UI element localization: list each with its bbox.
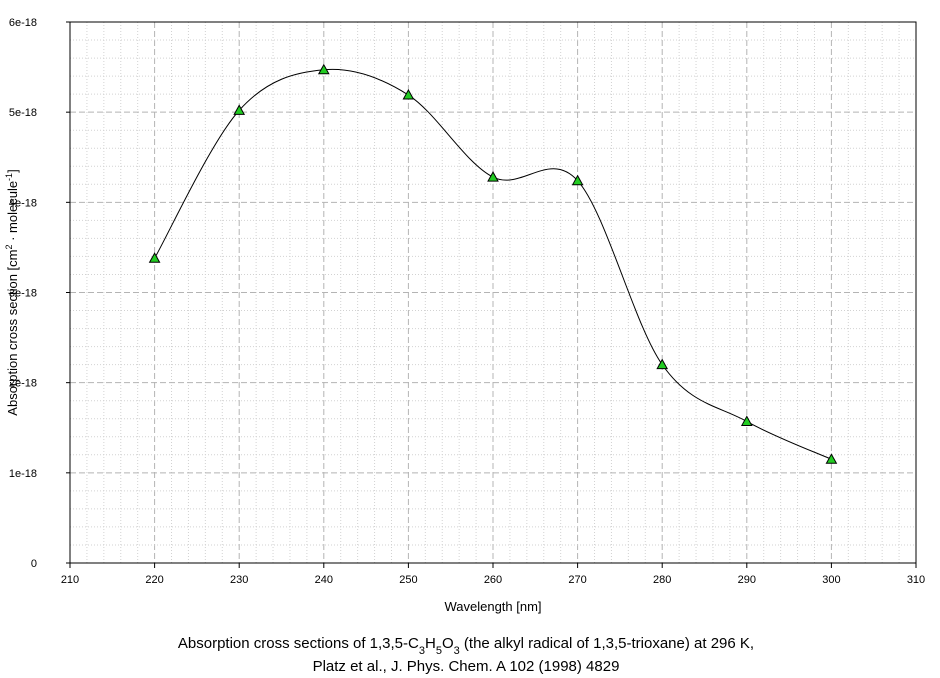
x-tick-label: 300 xyxy=(822,574,840,586)
caption-part: 5 xyxy=(436,645,442,657)
chart-caption-line-2: Platz et al., J. Phys. Chem. A 102 (1998… xyxy=(313,658,620,675)
y-axis-title-part: ] xyxy=(5,169,20,173)
y-axis-title-part: -1 xyxy=(4,173,14,181)
x-tick-label: 220 xyxy=(145,574,163,586)
chart-caption-line-1: Absorption cross sections of 1,3,5-C3H5O… xyxy=(178,635,754,657)
y-axis: 0 1e-18 2e-18 3e-18 4e-18 5e-18 6e-18 xyxy=(9,17,70,570)
x-tick-label: 250 xyxy=(399,574,417,586)
data-point-marker xyxy=(825,453,838,464)
data-point-marker xyxy=(402,89,415,100)
caption-part: (the alkyl radical of 1,3,5-trioxane) at… xyxy=(460,635,754,652)
y-axis-title-part: Absorption cross section [cm xyxy=(5,250,20,416)
x-tick-label: 290 xyxy=(738,574,756,586)
y-tick-label: 4e-18 xyxy=(9,197,37,209)
data-point-marker xyxy=(317,63,330,75)
grid xyxy=(70,22,916,563)
x-axis: 210 220 230 240 250 260 270 280 290 300 310 xyxy=(61,563,925,586)
y-axis-title-part: 2 xyxy=(4,245,14,250)
data-point-marker xyxy=(148,252,161,263)
caption-part: H xyxy=(425,635,436,652)
x-tick-label: 260 xyxy=(484,574,502,586)
caption-part: 3 xyxy=(454,645,460,657)
x-tick-label: 280 xyxy=(653,574,671,586)
caption-part: Absorption cross sections of 1,3,5-C xyxy=(178,635,419,652)
data-point-marker xyxy=(233,104,246,115)
y-tick-label: 1e-18 xyxy=(9,468,37,480)
y-axis-title: Absorption cross section [cm2 · molecule… xyxy=(4,169,20,415)
x-tick-label: 310 xyxy=(907,574,925,586)
x-tick-label: 230 xyxy=(230,574,248,586)
y-tick-label: 0 xyxy=(31,558,37,570)
x-tick-label: 210 xyxy=(61,574,79,586)
y-tick-label: 5e-18 xyxy=(9,107,37,119)
data-points xyxy=(148,63,838,464)
y-axis-title-part: · molecule xyxy=(5,181,20,245)
x-tick-label: 240 xyxy=(315,574,333,586)
caption-part: O xyxy=(442,635,454,652)
y-tick-label: 6e-18 xyxy=(9,17,37,29)
data-point-marker xyxy=(656,358,669,370)
x-axis-title: Wavelength [nm] xyxy=(444,599,541,614)
data-point-marker xyxy=(487,171,499,182)
y-tick-label: 3e-18 xyxy=(9,288,37,300)
x-tick-label: 270 xyxy=(568,574,586,586)
caption-part: 3 xyxy=(419,645,425,657)
y-tick-label: 2e-18 xyxy=(9,378,37,390)
data-point-marker xyxy=(571,174,584,186)
data-point-marker xyxy=(740,415,753,426)
